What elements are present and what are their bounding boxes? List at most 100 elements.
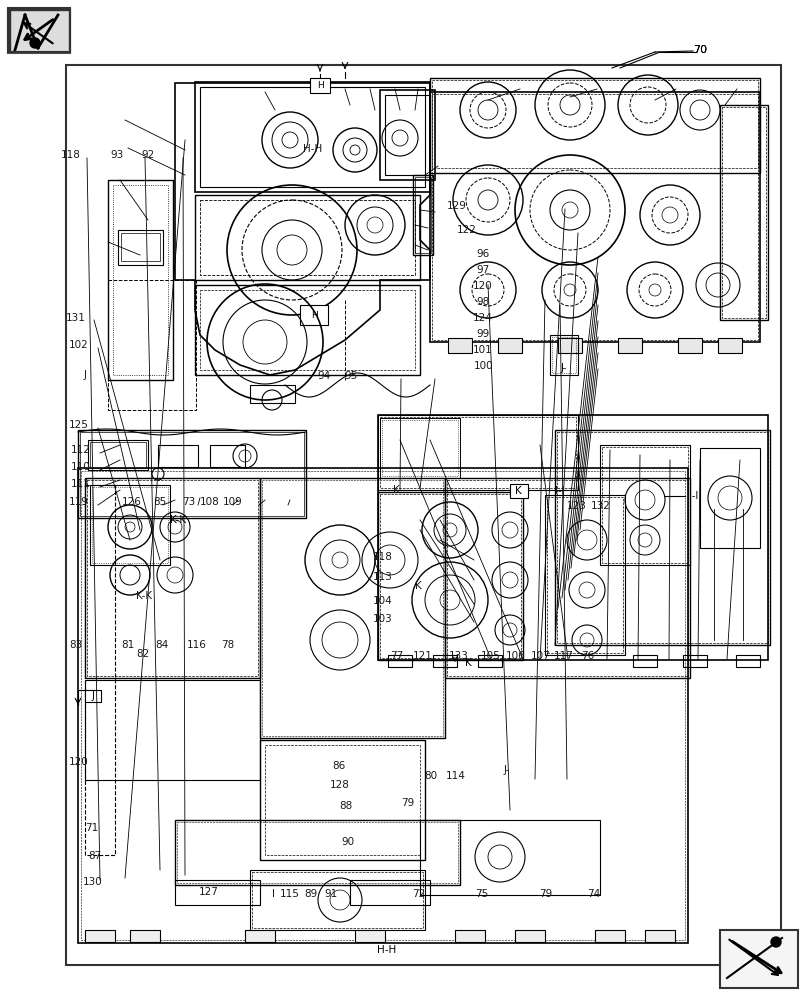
Bar [430, 92, 760, 342]
Bar [177, 822, 458, 883]
Bar [413, 175, 433, 255]
Bar [683, 655, 707, 667]
Text: 76: 76 [581, 651, 594, 661]
Text: 74: 74 [587, 889, 600, 899]
Text: 70: 70 [693, 45, 707, 55]
Bar [378, 415, 578, 490]
Bar [260, 740, 425, 860]
Bar [718, 338, 742, 353]
Bar [380, 418, 460, 478]
Bar [200, 290, 415, 370]
Bar [385, 95, 430, 175]
Text: 81: 81 [121, 640, 134, 650]
Text: 75: 75 [475, 889, 488, 899]
Text: 99: 99 [477, 329, 490, 339]
Text: 125: 125 [69, 420, 89, 430]
Bar [113, 185, 168, 375]
Bar [85, 478, 260, 678]
Text: K: K [415, 581, 422, 591]
Bar [498, 338, 522, 353]
Bar [195, 82, 430, 192]
Text: K: K [393, 485, 399, 495]
Text: 103: 103 [373, 614, 393, 624]
Bar [85, 485, 115, 855]
Polygon shape [8, 10, 70, 53]
Bar [310, 78, 330, 93]
Text: 120: 120 [473, 281, 493, 291]
Text: 89: 89 [305, 889, 318, 899]
Bar [510, 484, 528, 498]
Text: 107: 107 [531, 651, 550, 661]
Bar [678, 338, 702, 353]
Bar [448, 338, 472, 353]
Text: 106: 106 [506, 651, 525, 661]
Text: 118: 118 [373, 552, 393, 562]
Text: I: I [271, 889, 275, 899]
Text: 90: 90 [341, 837, 354, 847]
Circle shape [771, 937, 781, 947]
Bar [645, 930, 675, 942]
Bar [300, 305, 328, 325]
Text: 95: 95 [345, 371, 358, 381]
Bar [515, 930, 545, 942]
Text: I-I: I-I [689, 491, 699, 501]
Bar [380, 494, 521, 658]
Text: 80: 80 [424, 771, 437, 781]
Bar [595, 930, 625, 942]
Bar [447, 480, 688, 676]
Bar [415, 177, 431, 253]
Text: 85: 85 [154, 497, 166, 507]
Bar [200, 87, 425, 187]
Bar [432, 94, 758, 340]
Text: 123: 123 [567, 501, 587, 511]
Text: 117: 117 [554, 651, 574, 661]
Bar [250, 870, 425, 930]
Text: 82: 82 [137, 649, 149, 659]
Text: 127: 127 [199, 887, 218, 897]
Bar [158, 445, 198, 467]
Bar [88, 440, 148, 470]
Bar [252, 872, 423, 928]
Text: 129: 129 [447, 201, 466, 211]
Text: 91: 91 [325, 889, 338, 899]
Text: 113: 113 [373, 572, 393, 582]
Bar [262, 480, 443, 736]
Bar [85, 930, 115, 942]
Bar [633, 655, 657, 667]
Bar [8, 8, 70, 52]
Text: 105: 105 [481, 651, 500, 661]
Bar [550, 335, 578, 375]
Text: 131: 131 [66, 313, 86, 323]
Bar [121, 233, 160, 261]
Text: 104: 104 [373, 596, 393, 606]
Bar [557, 432, 768, 643]
Text: K: K [465, 658, 471, 668]
Bar [85, 680, 260, 780]
Text: 118: 118 [61, 150, 80, 160]
Bar [80, 432, 304, 516]
Bar [618, 338, 642, 353]
Bar [195, 195, 420, 280]
Bar [355, 930, 385, 942]
Text: 92: 92 [141, 150, 154, 160]
Bar [720, 930, 798, 988]
Text: 87: 87 [89, 851, 102, 861]
Bar [250, 385, 295, 403]
Text: 124: 124 [473, 313, 493, 323]
Text: 77: 77 [390, 651, 403, 661]
Bar [432, 80, 758, 168]
Text: K: K [515, 486, 521, 496]
Text: 93: 93 [111, 150, 124, 160]
Polygon shape [722, 932, 796, 986]
Text: 128: 128 [330, 780, 349, 790]
Text: 111: 111 [71, 479, 90, 489]
Text: 83: 83 [69, 640, 82, 650]
Bar [66, 65, 781, 965]
Text: 116: 116 [187, 640, 206, 650]
Text: 70: 70 [693, 45, 707, 55]
Text: 94: 94 [318, 371, 330, 381]
Text: 79: 79 [540, 889, 553, 899]
Text: 119: 119 [69, 497, 89, 507]
Text: 88: 88 [339, 801, 352, 811]
Text: K-K: K-K [170, 515, 186, 525]
